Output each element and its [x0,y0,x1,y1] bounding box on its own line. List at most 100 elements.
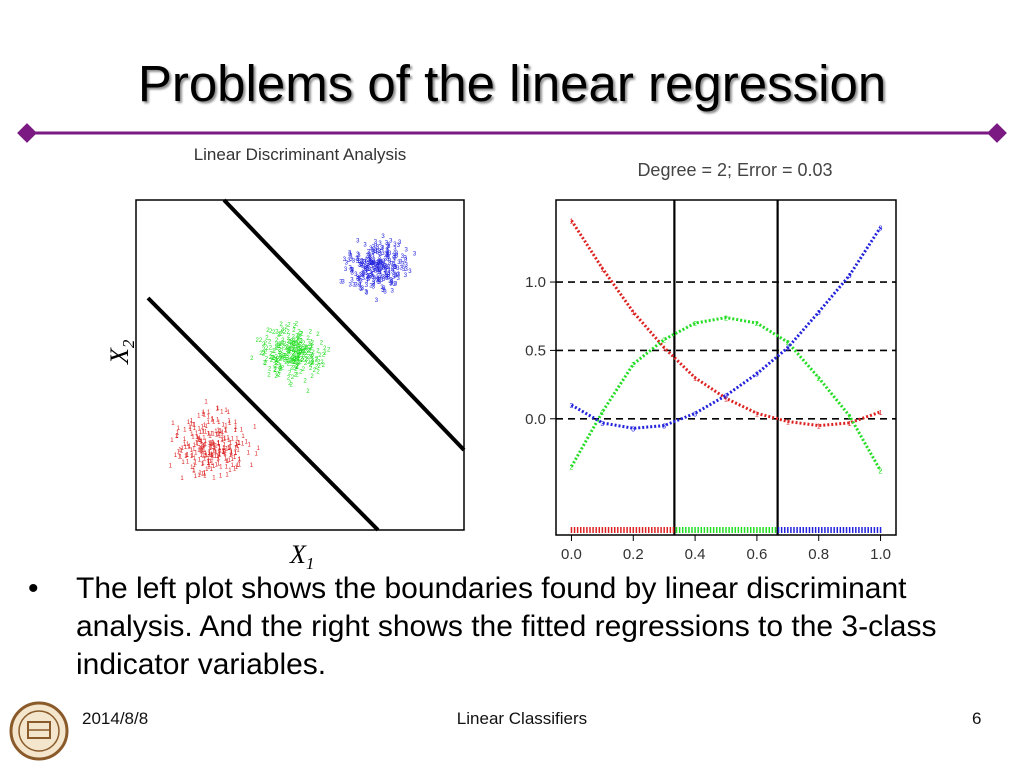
lda-point-1: 1 [216,454,220,460]
lda-point-3: 3 [368,267,372,273]
lda-point-1: 1 [220,410,224,416]
lda-point-1: 1 [183,442,187,448]
lda-point-2: 2 [273,368,277,374]
lda-point-3: 3 [367,273,371,279]
lda-point-1: 1 [176,431,180,437]
lda-point-3: 3 [369,255,373,261]
lda-point-2: 2 [284,360,288,366]
lda-point-2: 2 [310,357,314,363]
university-seal-icon [9,701,69,761]
lda-point-2: 2 [301,352,305,358]
lda-point-3: 3 [356,238,360,244]
lda-plot-title: Linear Discriminant Analysis [193,145,407,164]
lda-point-1: 1 [193,423,197,429]
lda-point-2: 2 [315,364,319,370]
lda-point-1: 1 [207,463,211,469]
lda-point-1: 1 [201,430,205,436]
lda-point-1: 1 [240,428,244,434]
lda-point-1: 1 [196,435,200,441]
lda-point-1: 1 [210,456,214,462]
lda-point-2: 2 [301,358,305,364]
lda-point-3: 3 [389,282,393,288]
lda-point-1: 1 [225,447,229,453]
lda-point-1: 1 [241,442,245,448]
lda-point-2: 2 [291,375,295,381]
lda-point-1: 1 [241,434,245,440]
lda-point-2: 2 [304,346,308,352]
lda-point-2: 2 [300,346,304,352]
lda-point-3: 3 [386,252,390,258]
lda-point-1: 1 [211,417,215,423]
lda-point-2: 2 [288,349,292,355]
lda-point-2: 2 [307,360,311,366]
lda-point-2: 2 [264,361,268,367]
lda-point-2: 2 [290,358,294,364]
lda-point-3: 3 [358,276,362,282]
lda-point-1: 1 [190,419,194,425]
lda-point-2: 2 [303,346,307,352]
lda-point-3: 3 [374,244,378,250]
lda-point-2: 2 [281,329,285,335]
lda-point-3: 3 [363,260,367,266]
lda-point-2: 2 [280,349,284,355]
lda-point-1: 1 [191,434,195,440]
lda-point-2: 2 [305,357,309,363]
lda-point-2: 2 [279,366,283,372]
lda-point-3: 3 [397,260,401,266]
lda-point-1: 1 [211,440,215,446]
lda-point-1: 1 [188,444,192,450]
lda-point-2: 2 [250,356,254,362]
lda-point-3: 3 [384,269,388,275]
lda-point-2: 2 [291,340,295,346]
lda-point-3: 3 [380,278,384,284]
lda-point-3: 3 [386,249,390,255]
lda-point-2: 2 [286,346,290,352]
lda-point-1: 1 [218,452,222,458]
lda-point-2: 2 [296,344,300,350]
lda-point-3: 3 [361,286,365,292]
lda-point-1: 1 [203,472,207,478]
lda-point-1: 1 [233,467,237,473]
lda-point-3: 3 [405,248,409,254]
lda-point-1: 1 [228,468,232,474]
lda-point-1: 1 [194,474,198,480]
lda-point-2: 2 [311,354,315,360]
lda-boundary-upper [222,198,466,452]
lda-point-3: 3 [378,270,382,276]
lda-point-3: 3 [366,254,370,260]
lda-point-1: 1 [223,451,227,457]
lda-point-2: 2 [277,344,281,350]
lda-point-2: 2 [275,344,279,350]
lda-point-2: 2 [271,349,275,355]
lda-point-2: 2 [278,364,282,370]
lda-point-3: 3 [360,263,364,269]
lda-point-1: 1 [214,429,218,435]
lda-point-1: 1 [200,453,204,459]
lda-point-1: 1 [201,412,205,418]
lda-point-2: 2 [313,368,317,374]
lda-point-1: 1 [207,459,211,465]
lda-point-2: 2 [293,350,297,356]
lda-point-2: 2 [298,360,302,366]
lda-point-1: 1 [202,448,206,454]
lda-point-1: 1 [220,438,224,444]
lda-point-3: 3 [399,259,403,265]
lda-point-3: 3 [385,273,389,279]
lda-xlabel: X1 [289,540,314,573]
lda-point-3: 3 [379,259,383,265]
lda-point-1: 1 [218,434,222,440]
lda-point-1: 1 [236,463,240,469]
lda-point-1: 1 [196,441,200,447]
lda-point-1: 1 [225,459,229,465]
lda-point-2: 2 [281,341,285,347]
lda-point-3: 3 [382,286,386,292]
lda-point-2: 2 [316,369,320,375]
lda-point-1: 1 [198,436,202,442]
y-tick-label: 1.0 [525,274,546,291]
lda-point-2: 2 [287,350,291,356]
lda-point-3: 3 [382,265,386,271]
lda-point-3: 3 [370,273,374,279]
lda-point-1: 1 [234,451,238,457]
lda-point-2: 2 [294,347,298,353]
lda-point-2: 2 [287,375,291,381]
